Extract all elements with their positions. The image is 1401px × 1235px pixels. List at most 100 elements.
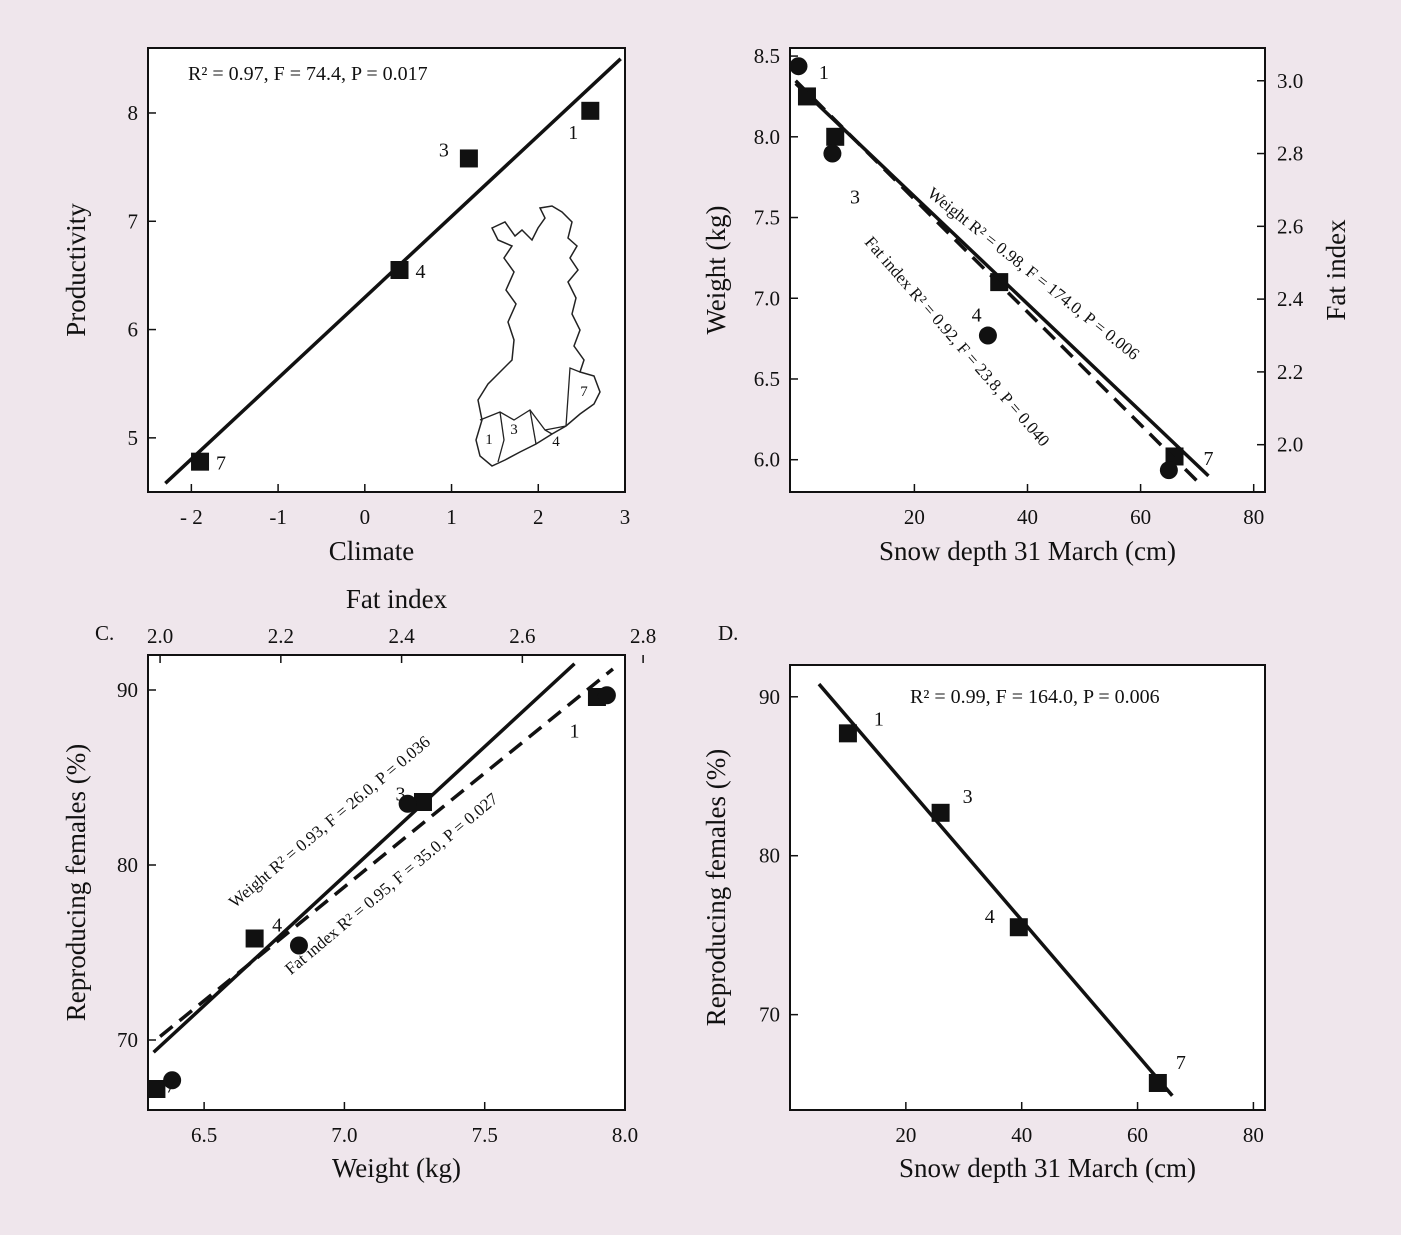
y-tick-label: 2.0	[1277, 433, 1303, 457]
x-tick-label: 2.4	[388, 624, 415, 648]
point-label: 3	[396, 783, 406, 805]
circle-marker	[289, 936, 308, 955]
stat-annotation: R² = 0.97, F = 74.4, P = 0.017	[188, 63, 428, 85]
circle-marker	[1159, 461, 1178, 480]
point-label: 4	[985, 906, 995, 928]
y-tick-label: 7.0	[754, 286, 780, 310]
map-outline	[475, 205, 601, 467]
square-marker	[245, 929, 264, 948]
point-label: 7	[216, 453, 226, 475]
point-label: 1	[568, 122, 578, 144]
point-label: 3	[439, 139, 449, 161]
y-tick-label: 6.5	[754, 367, 780, 391]
point-label: 3	[963, 786, 973, 808]
map-region-label: 7	[580, 384, 588, 400]
y-tick-label: 8	[128, 101, 139, 125]
x-tick-label: 1	[446, 505, 457, 529]
y-tick-label: 70	[759, 1003, 780, 1027]
x-tick-label: 0	[360, 505, 371, 529]
square-marker	[797, 87, 816, 106]
square-marker	[1009, 918, 1028, 937]
point-label: 1	[569, 720, 579, 742]
x-tick-label: 2.2	[268, 624, 294, 648]
y-tick-label: 7	[128, 209, 139, 233]
x-tick-label: 20	[904, 505, 925, 529]
fit-line	[817, 682, 1174, 1097]
map-border	[565, 367, 581, 427]
point-label: 4	[416, 261, 426, 283]
x-tick-label: 3	[620, 505, 631, 529]
x-tick-label: 2.0	[147, 624, 173, 648]
square-marker	[581, 101, 600, 120]
plot-frame-3	[789, 664, 1266, 1111]
square-marker	[390, 261, 409, 279]
y-tick-label: 80	[117, 853, 138, 877]
square-marker	[191, 452, 210, 471]
x-tick-label: 60	[1127, 1123, 1148, 1147]
point-label: 1	[819, 62, 829, 84]
map-region-label: 3	[510, 422, 518, 438]
y-axis-title: Weight (kg)	[701, 205, 731, 334]
point-label: 4	[972, 304, 982, 326]
y-axis-title: Reproducing females (%)	[61, 744, 91, 1021]
map-border	[544, 425, 567, 431]
square-marker	[1148, 1073, 1167, 1092]
y-tick-label: 2.4	[1277, 287, 1304, 311]
square-marker	[413, 793, 432, 811]
panel-letter: D.	[718, 621, 738, 645]
stat-annotation: R² = 0.99, F = 164.0, P = 0.006	[910, 686, 1160, 708]
y-axis-title: Productivity	[61, 203, 91, 337]
x-axis-title: Weight (kg)	[332, 1153, 461, 1183]
x-tick-label: 2.8	[630, 624, 656, 648]
y-tick-label: 2.2	[1277, 360, 1303, 384]
y-tick-label: 6	[128, 318, 139, 342]
y-tick-label: 3.0	[1277, 69, 1303, 93]
y-tick-label: 8.5	[754, 44, 780, 68]
map-region-label: 4	[552, 434, 560, 450]
x2-axis-title: Fat index	[346, 584, 448, 614]
fit-line-weight	[152, 662, 576, 1054]
circle-marker	[823, 144, 842, 163]
x-tick-label: 80	[1243, 1123, 1264, 1147]
square-marker	[838, 724, 857, 743]
y-tick-label: 70	[117, 1028, 138, 1052]
y-tick-label: 2.6	[1277, 214, 1303, 238]
square-marker	[931, 803, 950, 822]
x-tick-label: - 2	[180, 505, 203, 529]
circle-marker	[978, 326, 997, 345]
x-tick-label: 60	[1130, 505, 1151, 529]
fit-line-fat-index	[794, 79, 1199, 483]
square-marker	[826, 127, 845, 146]
y-tick-label: 2.8	[1277, 142, 1303, 166]
y-tick-label: 90	[117, 678, 138, 702]
plot-frame-0	[147, 47, 626, 493]
square-marker	[147, 1080, 166, 1098]
x-tick-label: -1	[269, 505, 287, 529]
point-label: 7	[165, 1076, 175, 1098]
x-tick-label: 7.0	[331, 1123, 357, 1147]
point-label: 1	[874, 708, 884, 730]
fit-line-fat-index	[158, 667, 615, 1038]
x-tick-label: 2.6	[509, 624, 535, 648]
square-marker	[459, 149, 478, 168]
y-tick-label: 90	[759, 685, 780, 709]
x-axis-title: Snow depth 31 March (cm)	[899, 1153, 1196, 1183]
plot-frame-2	[147, 654, 626, 1111]
point-label: 4	[272, 915, 282, 937]
circle-marker	[597, 686, 616, 705]
y-tick-label: 80	[759, 844, 780, 868]
map-border	[497, 411, 505, 463]
x-tick-label: 20	[895, 1123, 916, 1147]
y-tick-label: 8.0	[754, 125, 780, 149]
y-tick-label: 7.5	[754, 206, 780, 230]
y2-axis-title: Fat index	[1321, 219, 1351, 321]
x-tick-label: 8.0	[612, 1123, 638, 1147]
point-label: 7	[1176, 1052, 1186, 1074]
x-tick-label: 40	[1011, 1123, 1032, 1147]
y-axis-title: Reproducing females (%)	[701, 749, 731, 1026]
x-tick-label: 2	[533, 505, 544, 529]
plot-frame-1	[789, 47, 1266, 493]
x-tick-label: 7.5	[472, 1123, 498, 1147]
point-label: 3	[850, 187, 860, 209]
